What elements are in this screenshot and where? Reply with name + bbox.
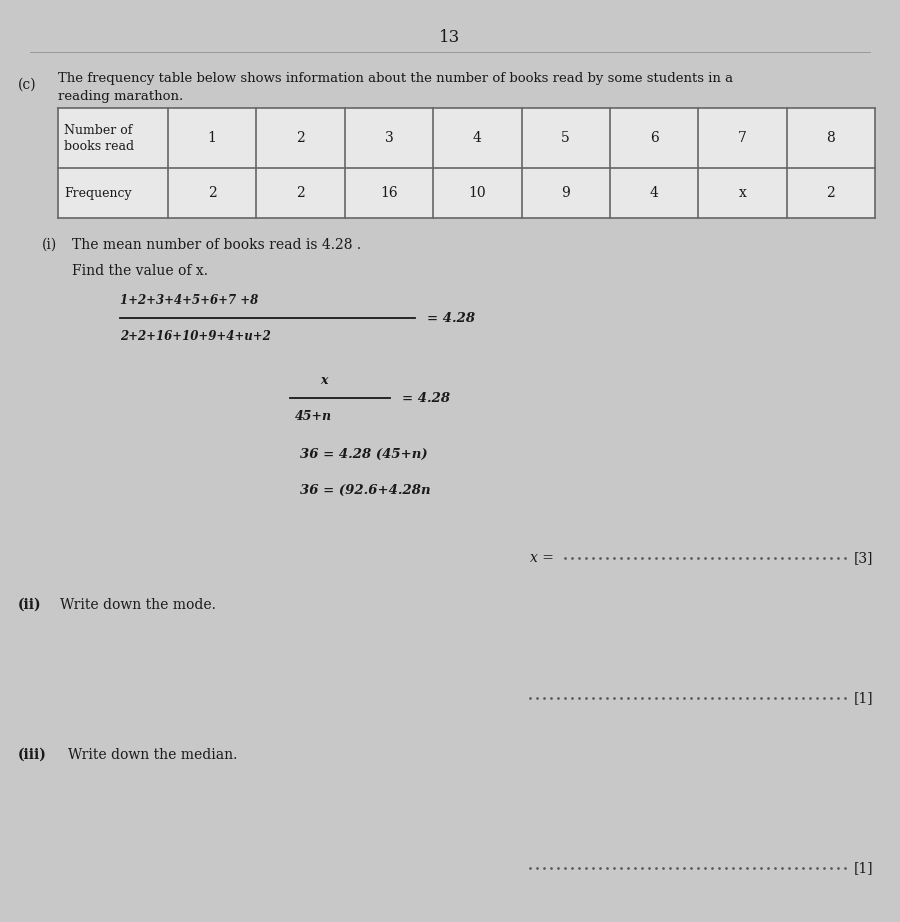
Text: Write down the mode.: Write down the mode. (60, 598, 216, 612)
Text: 13: 13 (439, 30, 461, 46)
Text: [1]: [1] (854, 861, 874, 875)
Bar (58, 108, 875, 218)
Text: 2: 2 (208, 186, 217, 200)
Text: 16: 16 (380, 186, 398, 200)
Text: x =: x = (530, 551, 554, 565)
Text: books read: books read (64, 140, 134, 153)
Text: Frequency: Frequency (64, 186, 131, 199)
Text: = 4.28: = 4.28 (402, 392, 450, 405)
Text: Find the value of x.: Find the value of x. (72, 264, 208, 278)
Text: 1+2+3+4+5+6+7 +8: 1+2+3+4+5+6+7 +8 (120, 293, 258, 306)
Text: 1: 1 (208, 131, 217, 145)
Text: 10: 10 (469, 186, 486, 200)
Text: 7: 7 (738, 131, 747, 145)
Text: The mean number of books read is 4.28 .: The mean number of books read is 4.28 . (72, 238, 361, 252)
Text: 36 = 4.28 (45+n): 36 = 4.28 (45+n) (300, 447, 427, 460)
Text: [3]: [3] (854, 551, 874, 565)
Text: = 4.28: = 4.28 (427, 312, 475, 325)
Text: 2: 2 (826, 186, 835, 200)
Text: (ii): (ii) (18, 598, 41, 612)
Text: 45+n: 45+n (295, 409, 332, 422)
Text: 4: 4 (650, 186, 659, 200)
Text: [1]: [1] (854, 691, 874, 705)
Text: 8: 8 (826, 131, 835, 145)
Text: 36 = (92.6+4.28n: 36 = (92.6+4.28n (300, 483, 430, 497)
Text: 2: 2 (296, 186, 305, 200)
Text: x: x (739, 186, 746, 200)
Text: 6: 6 (650, 131, 659, 145)
Text: (iii): (iii) (18, 748, 47, 762)
Text: Number of: Number of (64, 124, 132, 137)
Text: (i): (i) (42, 238, 58, 252)
Text: 2: 2 (296, 131, 305, 145)
Text: 9: 9 (562, 186, 570, 200)
Text: x: x (320, 373, 328, 386)
Text: 3: 3 (384, 131, 393, 145)
Text: 5: 5 (562, 131, 570, 145)
Text: The frequency table below shows information about the number of books read by so: The frequency table below shows informat… (58, 72, 733, 85)
Text: (c): (c) (18, 78, 37, 92)
Text: 2+2+16+10+9+4+u+2: 2+2+16+10+9+4+u+2 (120, 329, 271, 342)
Text: reading marathon.: reading marathon. (58, 90, 184, 103)
Text: 4: 4 (472, 131, 482, 145)
Text: Write down the median.: Write down the median. (68, 748, 238, 762)
